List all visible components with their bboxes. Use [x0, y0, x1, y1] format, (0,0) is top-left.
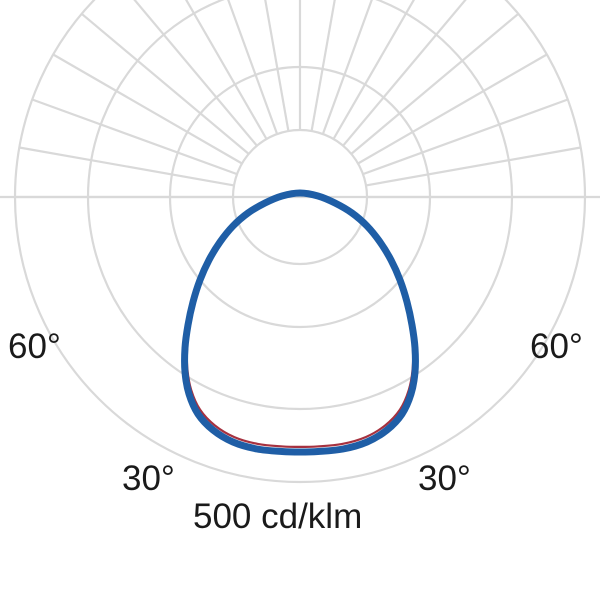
- svg-text:60°: 60°: [530, 327, 583, 366]
- svg-text:500 cd/klm: 500 cd/klm: [193, 497, 362, 536]
- svg-text:60°: 60°: [8, 327, 61, 366]
- svg-text:30°: 30°: [122, 459, 175, 498]
- svg-text:30°: 30°: [418, 459, 471, 498]
